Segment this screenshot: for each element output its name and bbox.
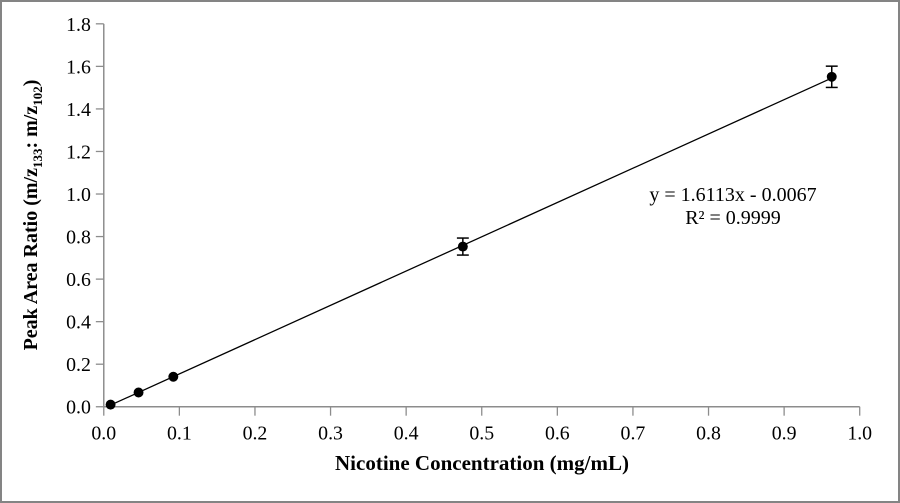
y-tick-label: 1.4 (66, 99, 91, 121)
x-tick-label: 0.7 (621, 422, 646, 444)
y-title-text: : m/z (20, 105, 42, 149)
data-point (105, 399, 116, 410)
x-tick-label: 0.8 (696, 422, 721, 444)
data-point (457, 241, 468, 252)
y-tick-label: 0.6 (66, 269, 91, 291)
r-squared-value: R² = 0.9999 (685, 207, 781, 229)
trendline-annotation: y = 1.6113x - 0.0067 R² = 0.9999 (583, 184, 883, 230)
trendline-equation: y = 1.6113x - 0.0067 (649, 184, 817, 206)
y-title-text: Peak Area Ratio (m/z (20, 168, 42, 351)
x-tick-label: 0.9 (772, 422, 797, 444)
y-tick-label: 1.0 (66, 184, 91, 206)
data-point (168, 371, 179, 382)
data-point (133, 387, 144, 398)
x-axis-title: Nicotine Concentration (mg/mL) (335, 451, 629, 475)
y-tick-label: 0.4 (66, 312, 91, 334)
y-tick-label: 0.8 (66, 227, 91, 249)
x-tick-label: 0.1 (167, 422, 192, 444)
trendline (110, 77, 833, 406)
x-tick-label: 0.0 (91, 422, 116, 444)
y-title-subscript-133: 133 (30, 148, 45, 169)
y-tick-label: 0.0 (66, 397, 91, 419)
x-tick-label: 0.5 (469, 422, 494, 444)
y-tick-label: 0.2 (66, 354, 91, 376)
x-tick-label: 0.2 (243, 422, 268, 444)
y-tick-label: 1.6 (66, 56, 91, 78)
y-tick-label: 1.8 (66, 14, 91, 36)
x-tick-label: 1.0 (847, 422, 872, 444)
y-tick-label: 1.2 (66, 141, 91, 163)
x-tick-label: 0.4 (394, 422, 419, 444)
data-point (826, 71, 837, 82)
x-tick-label: 0.3 (318, 422, 343, 444)
y-title-subscript-102: 102 (30, 86, 45, 106)
y-axis-title: Peak Area Ratio (m/z133: m/z102) (16, 65, 46, 365)
x-tick-label: 0.6 (545, 422, 570, 444)
y-title-text: ) (20, 79, 42, 87)
